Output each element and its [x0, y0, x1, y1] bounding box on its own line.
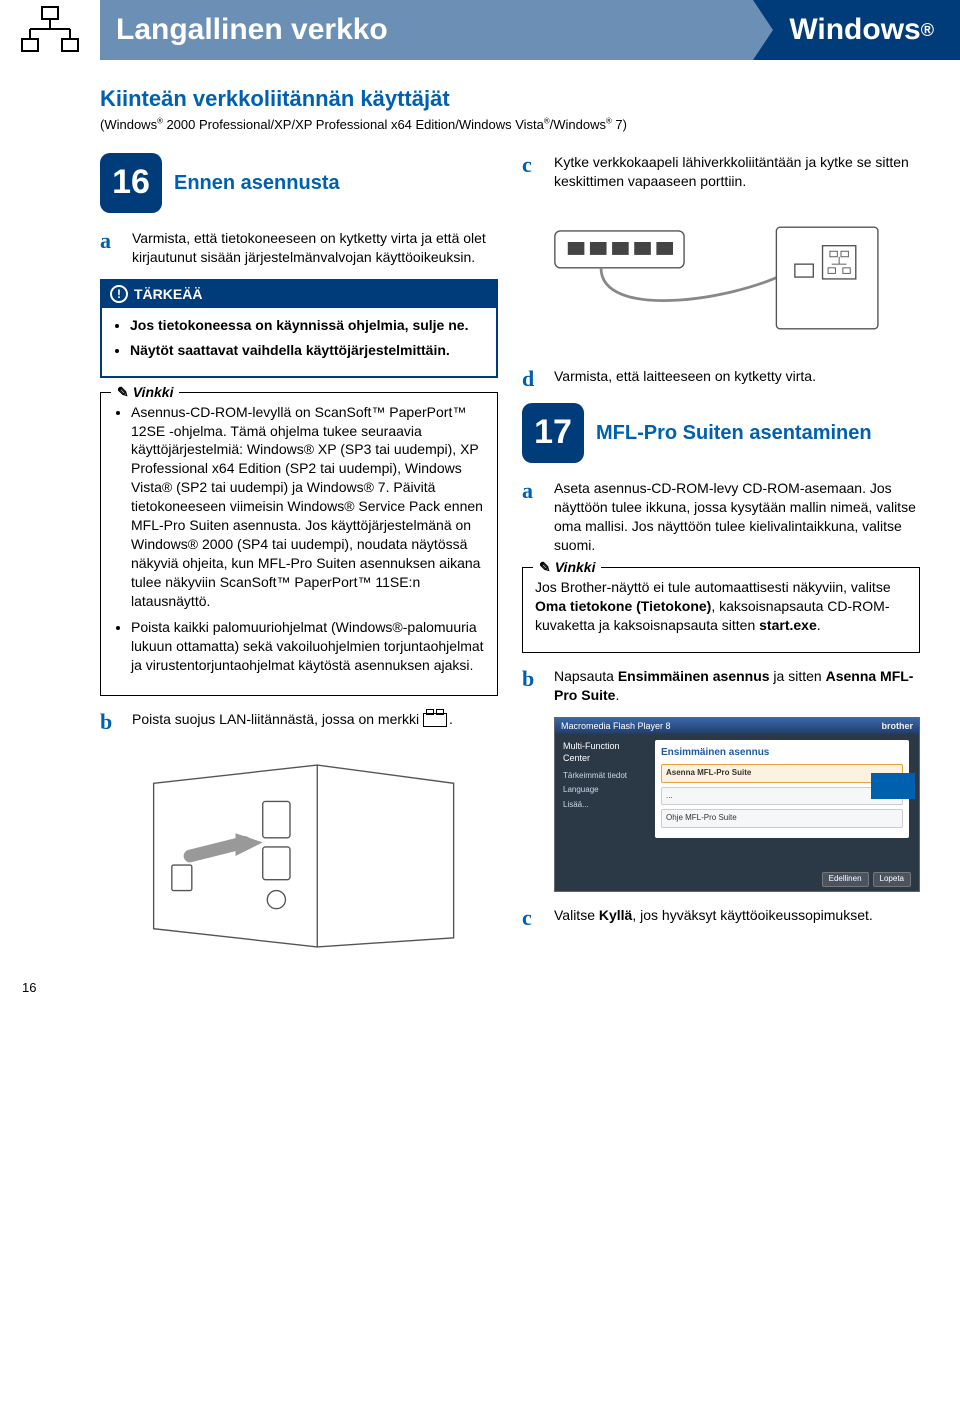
- dialog-footer: Edellinen Lopeta: [822, 872, 911, 887]
- dialog-header: Ensimmäinen asennus: [661, 746, 903, 760]
- step17-b: b Napsauta Ensimmäinen asennus ja sitten…: [522, 667, 920, 705]
- tip-item: Asennus-CD-ROM-levyllä on ScanSoft™ Pape…: [131, 403, 485, 611]
- important-box: ! TÄRKEÄÄ Jos tietokoneessa on käynnissä…: [100, 279, 498, 378]
- section-title: Kiinteän verkkoliitännän käyttäjät: [100, 84, 920, 114]
- right-column: c Kytke verkkokaapeli lähiverkkoliitäntä…: [522, 153, 920, 980]
- page-header: Langallinen verkko Windows®: [0, 0, 960, 60]
- step17-c: c Valitse Kyllä, jos hyväksyt käyttöoike…: [522, 906, 920, 930]
- tip-box: ✎ Vinkki Jos Brother-näyttö ei tule auto…: [522, 567, 920, 654]
- letter-a: a: [522, 479, 544, 555]
- letter-c: c: [522, 906, 544, 930]
- step-title: MFL-Pro Suiten asentaminen: [596, 420, 872, 447]
- title-text: Langallinen verkko: [116, 10, 388, 51]
- step17-a: a Aseta asennus-CD-ROM-levy CD-ROM-asema…: [522, 479, 920, 555]
- letter-a: a: [100, 229, 122, 267]
- tip-box: ✎ Vinkki Asennus-CD-ROM-levyllä on ScanS…: [100, 392, 498, 696]
- lan-port-icon: [423, 713, 447, 727]
- step16-b: b Poista suojus LAN-liitännästä, jossa o…: [100, 710, 498, 734]
- step16-c: c Kytke verkkokaapeli lähiverkkoliitäntä…: [522, 153, 920, 191]
- step-16-header: 16 Ennen asennusta: [100, 153, 498, 213]
- step16-d: d Varmista, että laitteeseen on kytketty…: [522, 367, 920, 391]
- tip-tab: ✎ Vinkki: [533, 558, 601, 577]
- letter-b: b: [100, 710, 122, 734]
- step17-c-text: Valitse Kyllä, jos hyväksyt käyttöoikeus…: [554, 906, 920, 930]
- pencil-icon: ✎: [117, 383, 129, 402]
- network-icon: [0, 0, 100, 60]
- tip-body: Jos Brother-näyttö ei tule automaattises…: [535, 578, 907, 635]
- section-subtitle: (Windows® 2000 Professional/XP/XP Profes…: [100, 116, 920, 134]
- tip-label: Vinkki: [133, 383, 174, 402]
- step-number-badge: 16: [100, 153, 162, 213]
- dialog-button: Lopeta: [873, 872, 911, 887]
- dialog-item: Ohje MFL-Pro Suite: [661, 809, 903, 828]
- letter-b: b: [522, 667, 544, 705]
- tip-tab: ✎ Vinkki: [111, 383, 179, 402]
- step16-d-text: Varmista, että laitteeseen on kytketty v…: [554, 367, 920, 391]
- dialog-button: Edellinen: [822, 872, 869, 887]
- title-banner: Langallinen verkko: [100, 0, 753, 60]
- installer-dialog-illustration: Macromedia Flash Player 8 brother Multi-…: [554, 717, 920, 892]
- letter-c: c: [522, 153, 544, 191]
- step16-c-text: Kytke verkkokaapeli lähiverkkoliitäntään…: [554, 153, 920, 191]
- step-title: Ennen asennusta: [174, 170, 340, 197]
- pointer-arrow-icon: [871, 773, 915, 799]
- step16-b-text: Poista suojus LAN-liitännästä, jossa on …: [132, 710, 498, 734]
- left-column: 16 Ennen asennusta a Varmista, että tiet…: [100, 153, 498, 980]
- dialog-sidebar: Multi-Function Center Tärkeimmät tiedot …: [563, 740, 643, 871]
- dialog-item: ...: [661, 787, 903, 806]
- pencil-icon: ✎: [539, 558, 551, 577]
- tip-label: Vinkki: [555, 558, 596, 577]
- page-number: 16: [22, 979, 36, 997]
- dialog-item-highlighted: Asenna MFL-Pro Suite: [661, 764, 903, 783]
- dialog-brand: brother: [882, 720, 914, 732]
- os-banner: Windows®: [753, 0, 960, 60]
- important-item: Näytöt saattavat vaihdella käyttöjärjest…: [130, 341, 486, 360]
- step17-b-text: Napsauta Ensimmäinen asennus ja sitten A…: [554, 667, 920, 705]
- step16-a-text: Varmista, että tietokoneeseen on kytkett…: [132, 229, 498, 267]
- os-reg: ®: [921, 18, 934, 42]
- important-label: TÄRKEÄÄ: [134, 285, 202, 304]
- printer-illustration: [100, 746, 498, 966]
- tip-item: Poista kaikki palomuuriohjelmat (Windows…: [131, 618, 485, 675]
- step-number-badge: 17: [522, 403, 584, 463]
- hub-illustration: [522, 203, 920, 353]
- dialog-titlebar: Macromedia Flash Player 8: [555, 718, 919, 734]
- os-text: Windows: [789, 10, 920, 51]
- step-17-header: 17 MFL-Pro Suiten asentaminen: [522, 403, 920, 463]
- important-head: ! TÄRKEÄÄ: [102, 281, 496, 308]
- alert-icon: !: [110, 285, 128, 303]
- step16-a: a Varmista, että tietokoneeseen on kytke…: [100, 229, 498, 267]
- step17-a-text: Aseta asennus-CD-ROM-levy CD-ROM-asemaan…: [554, 479, 920, 555]
- letter-d: d: [522, 367, 544, 391]
- important-item: Jos tietokoneessa on käynnissä ohjelmia,…: [130, 316, 486, 335]
